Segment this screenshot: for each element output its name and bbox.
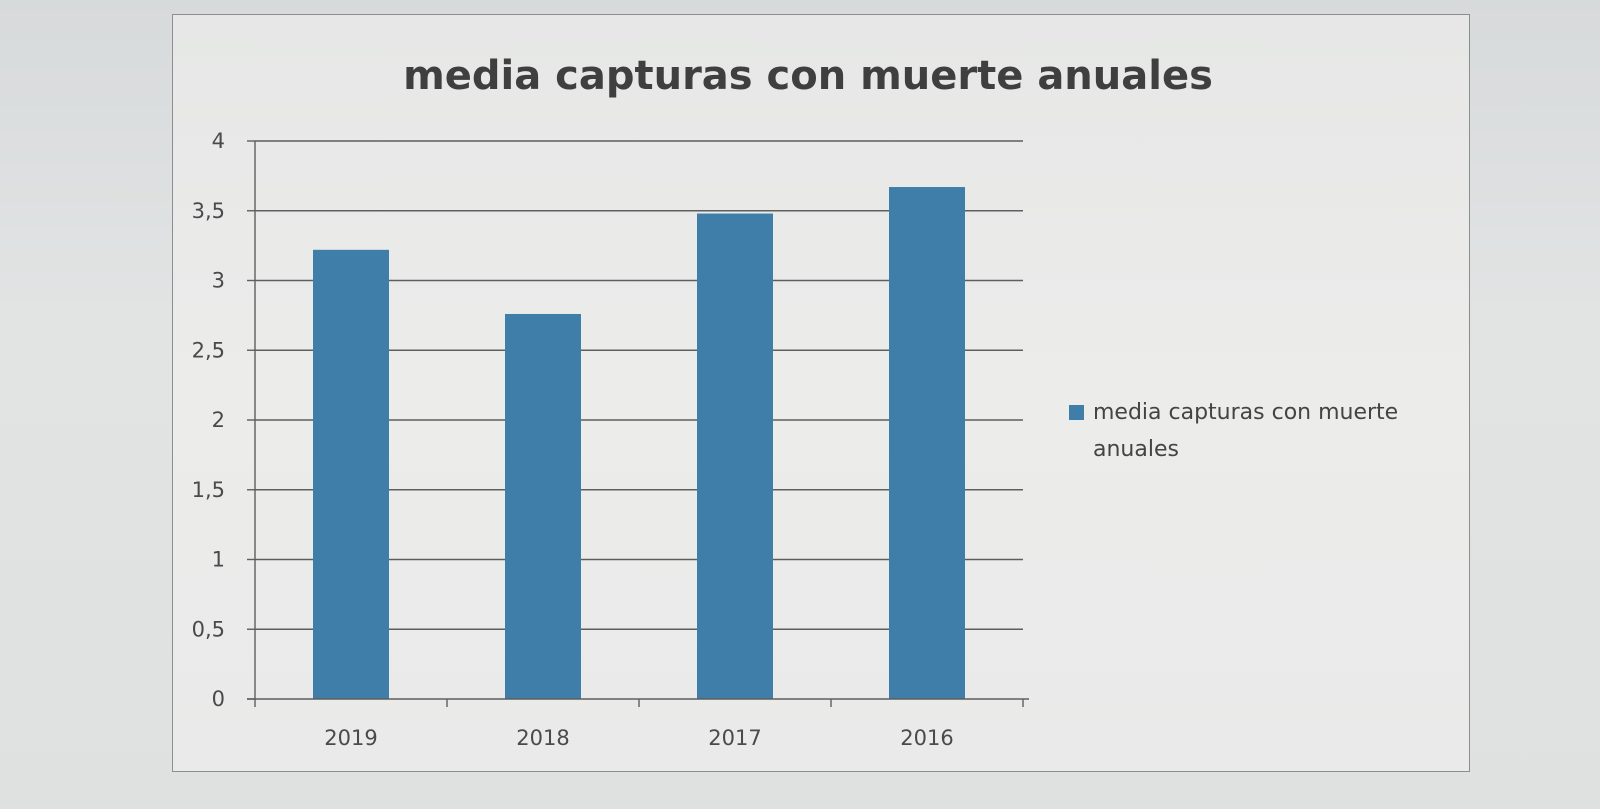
bar-2019 (313, 249, 389, 699)
legend: media capturas con muerte anuales (1069, 400, 1398, 462)
y-tick-label: 3 (212, 269, 225, 293)
chart-title: media capturas con muerte anuales (403, 53, 1213, 99)
bar-2018 (505, 313, 581, 699)
x-tick-label: 2016 (900, 726, 953, 750)
y-tick-label: 4 (212, 129, 225, 153)
legend-label-line-1: media capturas con muerte (1093, 400, 1398, 425)
y-tick-labels: 0 0,5 1 1,5 2 2,5 3 3,5 4 (192, 129, 225, 711)
x-tick-label: 2019 (324, 726, 377, 750)
axes (247, 140, 1029, 707)
bar-chart: media capturas con muerte anuales 0 0,5 1 1… (192, 53, 1399, 750)
legend-swatch (1069, 405, 1084, 420)
bar-2016 (889, 187, 965, 699)
y-tick-label: 1 (212, 548, 225, 572)
y-tick-label: 0 (212, 687, 225, 711)
bars (313, 187, 965, 700)
x-tick-label: 2017 (708, 726, 761, 750)
y-tick-label: 0,5 (192, 617, 225, 641)
x-tick-labels: 2019 2018 2017 2016 (324, 726, 953, 750)
y-tick-label: 1,5 (192, 478, 225, 502)
x-tick-label: 2018 (516, 726, 569, 750)
bar-2017 (697, 213, 773, 700)
legend-label-line-2: anuales (1093, 437, 1179, 462)
y-tick-label: 2 (212, 408, 225, 432)
y-tick-label: 2,5 (192, 338, 225, 362)
chart-card: media capturas con muerte anuales 0 0,5 1 1… (172, 14, 1470, 772)
y-tick-label: 3,5 (192, 199, 225, 223)
